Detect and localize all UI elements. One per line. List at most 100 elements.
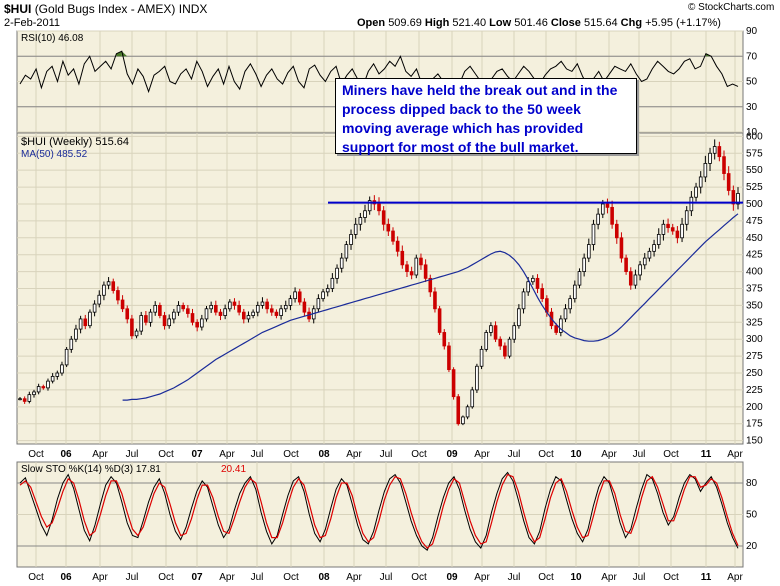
candle-body-73 [358, 217, 363, 225]
candle-body-87 [423, 264, 428, 279]
ma50-line [122, 213, 739, 401]
candle-body-57 [283, 305, 288, 310]
candle-body-11 [69, 338, 74, 350]
candle-body-112 [540, 288, 544, 300]
candle-body-94 [456, 396, 461, 425]
brand-label: © StockCharts.com [688, 2, 775, 13]
title-line: $HUI (Gold Bugs Index - AMEX) INDX [4, 2, 207, 16]
candle-body-51 [255, 305, 260, 313]
candle-body-123 [591, 223, 596, 245]
price-y-tick-17: 575 [746, 148, 763, 159]
candle-body-40 [204, 308, 209, 320]
candle-body-39 [200, 318, 204, 328]
stoch-x-tick-7: Jul [251, 572, 264, 583]
candle-body-84 [409, 271, 414, 276]
rsi-overbought-fill-18 [116, 51, 122, 57]
candle-body-13 [78, 318, 83, 330]
candle-body-38 [195, 321, 199, 328]
candle-body-104 [503, 345, 507, 357]
candle-body-26 [139, 315, 144, 332]
price-x-tick-11: Jul [380, 449, 393, 460]
candle-body-61 [302, 301, 307, 313]
candle-body-98 [475, 365, 479, 391]
candle-body-45 [228, 301, 232, 310]
candle-body-100 [484, 332, 489, 350]
candle-body-54 [269, 308, 274, 313]
candle-body-32 [167, 318, 171, 327]
candle-body-23 [125, 308, 130, 320]
stoch-d-line [19, 473, 739, 549]
stoch-x-tick-5: 07 [191, 572, 203, 583]
candle-body-153 [731, 190, 736, 205]
stoch-x-tick-1: 06 [60, 572, 72, 583]
candle-body-118 [568, 298, 572, 310]
candle-body-144 [689, 196, 694, 212]
price-y-tick-0: 150 [746, 436, 763, 447]
price-y-tick-6: 300 [746, 334, 763, 345]
rsi-line [19, 50, 739, 98]
candle-body-142 [680, 223, 684, 239]
candle-body-146 [698, 176, 703, 188]
price-x-tick-5: 07 [191, 449, 203, 460]
stoch-x-tick-9: 08 [318, 572, 330, 583]
rsi-legend: RSI(10) 46.08 [21, 33, 84, 44]
candle-body-139 [666, 223, 670, 229]
price-x-tick-20: Oct [663, 449, 679, 460]
price-y-tick-7: 325 [746, 317, 763, 328]
price-x-tick-9: 08 [318, 449, 330, 460]
candle-body-17 [97, 294, 102, 305]
stoch-legend-d: 20.41 [221, 464, 246, 475]
price-x-tick-19: Jul [633, 449, 646, 460]
candle-body-127 [610, 206, 614, 225]
candle-body-125 [600, 203, 605, 215]
price-x-tick-12: Oct [411, 449, 427, 460]
high-value: 521.40 [452, 17, 487, 29]
price-x-tick-0: Oct [28, 449, 44, 460]
rsi-y-tick-2: 50 [746, 77, 758, 88]
candle-body-136 [652, 244, 656, 252]
candle-body-27 [144, 315, 148, 323]
stoch-x-tick-12: Oct [411, 572, 427, 583]
candle-body-117 [563, 308, 568, 320]
candle-body-81 [395, 240, 400, 252]
candle-body-86 [419, 257, 423, 266]
candle-body-44 [223, 308, 227, 316]
candle-body-135 [647, 250, 652, 259]
candle-body-68 [335, 267, 339, 279]
price-y-tick-12: 450 [746, 233, 763, 244]
candle-body-33 [172, 311, 176, 320]
index-name: (Gold Bugs Index - AMEX) [34, 2, 176, 16]
annotation-box: Miners have held the break out and in th… [335, 78, 637, 155]
candle-body-20 [111, 281, 116, 291]
close-value: 515.64 [583, 17, 618, 29]
stoch-x-tick-11: Jul [380, 572, 393, 583]
candle-body-42 [214, 305, 218, 313]
candle-body-150 [717, 146, 722, 158]
candle-body-14 [83, 318, 88, 327]
price-y-tick-14: 500 [746, 199, 763, 210]
candle-body-103 [498, 338, 503, 347]
candle-body-126 [605, 203, 610, 208]
candle-body-7 [50, 375, 55, 382]
candle-body-120 [577, 271, 582, 286]
price-x-tick-6: Apr [219, 449, 235, 460]
price-x-tick-17: 10 [570, 449, 582, 460]
candle-body-9 [60, 364, 64, 374]
price-y-tick-10: 400 [746, 267, 763, 278]
candle-body-134 [642, 257, 647, 266]
stoch-x-tick-8: Oct [283, 572, 299, 583]
candle-body-90 [437, 308, 442, 333]
rsi-y-tick-0: 10 [746, 127, 758, 138]
stoch-x-tick-22: Apr [727, 572, 743, 583]
candle-body-93 [451, 369, 456, 398]
stoch-x-tick-6: Apr [219, 572, 235, 583]
price-y-tick-15: 525 [746, 182, 763, 193]
candle-body-37 [190, 313, 195, 323]
rsi-y-tick-4: 90 [746, 26, 758, 37]
candle-body-58 [288, 298, 293, 306]
stoch-x-tick-19: Jul [633, 572, 646, 583]
stoch-x-tick-15: Jul [508, 572, 521, 583]
candle-body-80 [391, 230, 395, 242]
candle-body-1 [22, 398, 27, 402]
